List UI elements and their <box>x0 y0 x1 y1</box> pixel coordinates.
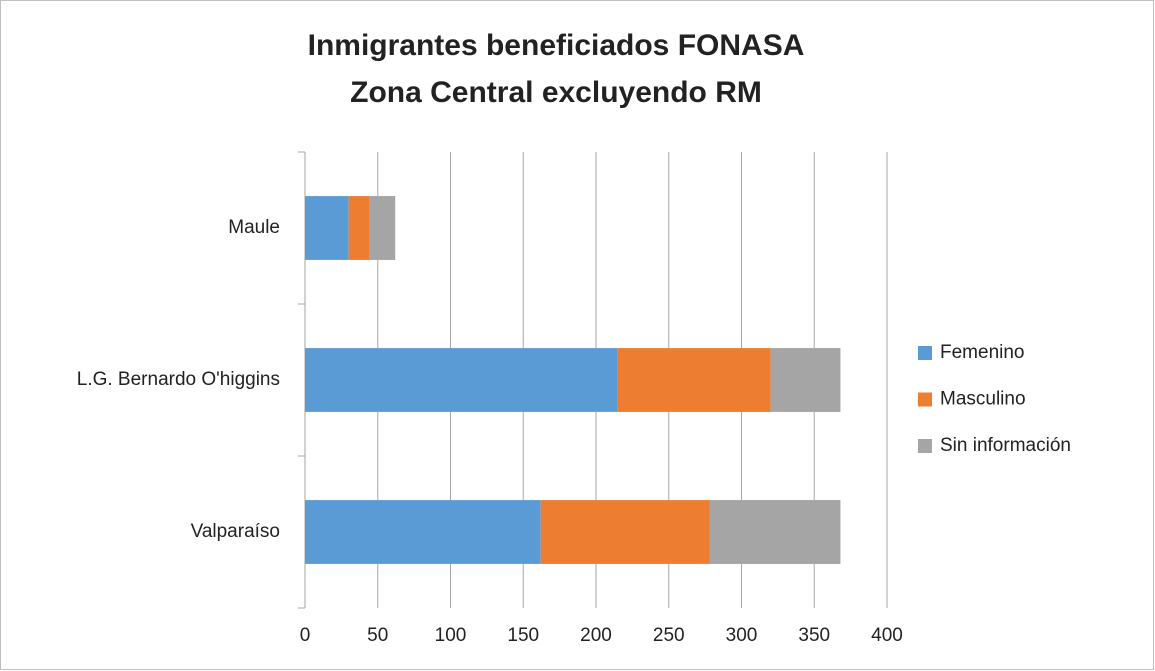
bar-segment <box>540 500 710 564</box>
bar-segment <box>369 196 396 260</box>
bar-segment <box>770 348 841 412</box>
x-tick-label: 300 <box>726 625 758 646</box>
bar-segment <box>305 348 618 412</box>
legend-swatch <box>918 439 932 453</box>
x-tick-label: 250 <box>653 625 685 646</box>
x-tick-label: 0 <box>300 625 311 646</box>
x-tick-label: 400 <box>871 625 903 646</box>
legend-swatch <box>918 392 932 407</box>
chart-subtitle: Zona Central excluyendo RM <box>350 76 762 109</box>
bar-segment <box>305 500 541 564</box>
y-tick-label: Valparaíso <box>191 521 280 542</box>
chart-title: Inmigrantes beneficiados FONASA <box>308 29 805 62</box>
bar-segment <box>709 500 841 564</box>
legend-label: Femenino <box>940 342 1025 363</box>
bar-segment <box>617 348 771 412</box>
x-tick-label: 100 <box>435 625 467 646</box>
legend-label: Sin información <box>940 435 1071 456</box>
legend-swatch <box>918 346 932 360</box>
x-tick-label: 50 <box>367 625 388 646</box>
y-tick-label: Maule <box>228 217 280 238</box>
x-tick-label: 150 <box>507 625 539 646</box>
x-tick-label: 350 <box>798 625 830 646</box>
bar-segment <box>305 196 349 260</box>
bar-segment <box>348 196 370 260</box>
x-tick-label: 200 <box>580 625 612 646</box>
legend-label: Masculino <box>940 389 1026 410</box>
y-tick-label: L.G. Bernardo O'higgins <box>77 369 280 390</box>
